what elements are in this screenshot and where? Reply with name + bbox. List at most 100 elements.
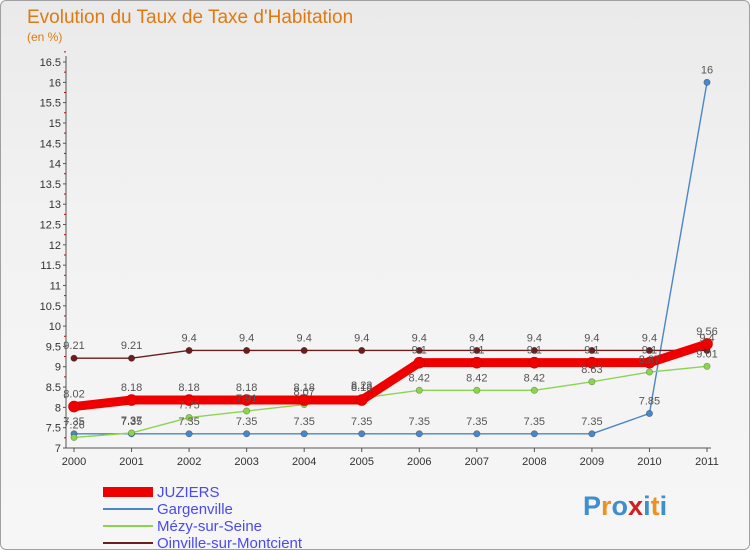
y-tick-label: 16.5 (40, 57, 61, 69)
y-tick-label: 12.5 (40, 220, 61, 232)
data-point (415, 386, 423, 394)
data-point (300, 430, 308, 438)
y-tick-label: 11 (50, 280, 61, 292)
data-point (530, 346, 538, 354)
legend-label: JUZIERS (157, 484, 220, 501)
data-label: 7.35 (466, 416, 487, 428)
data-point (473, 430, 481, 438)
data-point (471, 356, 483, 369)
data-point (243, 346, 251, 354)
data-point (588, 378, 596, 386)
y-tick-label: 10 (49, 321, 61, 333)
data-label: 9.4 (699, 332, 714, 344)
data-point (645, 409, 653, 417)
data-label: 8.87 (639, 354, 660, 366)
data-point (243, 430, 251, 438)
data-label: 8.02 (63, 389, 84, 401)
x-tick-label: 2009 (580, 456, 604, 468)
data-label: 9.1 (469, 345, 484, 357)
y-tick-label: 15 (49, 118, 61, 130)
data-point (703, 362, 711, 370)
data-point (183, 394, 195, 406)
data-point (243, 407, 251, 415)
data-point (588, 346, 596, 354)
x-tick-label: 2007 (465, 456, 489, 468)
y-tick-label: 12 (49, 240, 61, 252)
data-label: 9.4 (412, 332, 427, 344)
data-label: 8.42 (466, 372, 487, 384)
data-label: 9.1 (527, 345, 542, 357)
y-tick-label: 13.5 (40, 179, 61, 191)
data-label: 7.37 (121, 415, 142, 427)
data-label: 16 (701, 64, 713, 76)
x-tick-label: 2000 (62, 456, 86, 468)
y-tick-label: 9.5 (46, 341, 61, 353)
data-label: 8.18 (351, 382, 372, 394)
data-point (413, 356, 426, 369)
x-tick-label: 2003 (234, 456, 258, 468)
chart-subtitle: (en %) (27, 30, 63, 44)
data-point (473, 386, 481, 394)
data-point (530, 430, 538, 438)
data-point (530, 386, 538, 394)
data-point (473, 346, 481, 354)
data-label: 9.1 (412, 345, 427, 357)
data-label: 7.35 (351, 416, 372, 428)
data-label: 8.18 (236, 382, 257, 394)
data-point (586, 356, 598, 369)
data-label: 9.4 (297, 332, 312, 344)
series-line-gargenville (73, 81, 708, 435)
y-tick-label: 8 (55, 402, 61, 414)
data-point (185, 346, 193, 354)
legend-label: Oinville-sur-Montcient (157, 535, 303, 549)
data-point (300, 346, 308, 354)
data-label: 9.4 (469, 332, 484, 344)
data-point (185, 430, 193, 438)
data-point (528, 356, 541, 369)
data-label: 9.4 (354, 332, 369, 344)
y-tick-label: 16 (49, 77, 61, 89)
data-label: 9.21 (63, 340, 84, 352)
series-line-oinville-sur-montcient (73, 349, 708, 359)
data-label: 7.85 (639, 395, 660, 407)
x-tick-label: 2006 (407, 456, 431, 468)
y-tick-label: 7 (55, 443, 61, 455)
x-tick-label: 2002 (177, 456, 201, 468)
data-label: 8.18 (121, 382, 142, 394)
y-tick-label: 14 (49, 159, 61, 171)
data-label: 9.4 (584, 332, 599, 344)
data-point (358, 430, 366, 438)
x-tick-label: 2010 (637, 456, 661, 468)
y-tick-label: 9 (55, 362, 61, 374)
data-point (185, 414, 193, 422)
data-point (415, 346, 423, 354)
y-tick-label: 7.5 (46, 423, 61, 435)
data-label: 8.07 (293, 387, 314, 399)
legend-label: Mézy-sur-Seine (157, 518, 262, 535)
data-point (643, 356, 656, 369)
x-tick-label: 2001 (119, 456, 143, 468)
data-label: 8.42 (524, 372, 545, 384)
data-point (645, 346, 653, 354)
data-point (701, 338, 713, 350)
data-label: 9.1 (642, 345, 657, 357)
data-point (70, 433, 78, 441)
chart-title: Evolution du Taux de Taxe d'Habitation (27, 7, 354, 28)
data-label: 7.91 (236, 393, 257, 405)
data-label: 9.4 (527, 332, 542, 344)
data-label: 9.1 (584, 345, 599, 357)
axes: 7 7.5 8 8.5 9 9.5 10 10.5 11 11.5 12 12.5 13 13.5 14 14… (40, 51, 719, 468)
legend-label: Gargenville (157, 501, 233, 518)
data-label: 8.18 (293, 382, 314, 394)
y-tick-label: 11.5 (40, 260, 61, 272)
y-tick-label: 8.5 (46, 382, 61, 394)
data-point (128, 354, 136, 362)
data-label: 7.35 (293, 416, 314, 428)
data-label: 7.26 (63, 419, 84, 431)
data-point (125, 394, 138, 406)
y-tick-label: 10.5 (40, 301, 61, 313)
data-label: 7.35 (121, 416, 142, 428)
data-point (415, 430, 423, 438)
